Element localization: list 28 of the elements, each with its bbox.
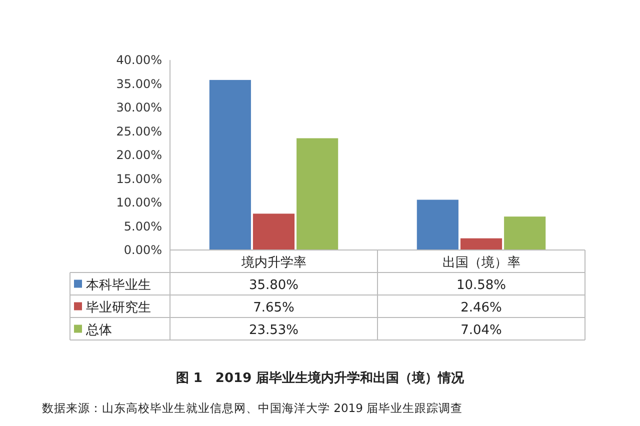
bar — [416, 200, 458, 250]
y-tick-label: 15.00% — [116, 172, 162, 186]
y-tick-label: 35.00% — [116, 76, 162, 91]
bar — [252, 214, 295, 250]
bar — [209, 80, 251, 250]
data-label: 10.58% — [456, 278, 506, 293]
y-tick-label: 20.00% — [116, 148, 162, 162]
y-tick-label: 5.00% — [124, 219, 162, 234]
y-tick-label: 30.00% — [116, 100, 162, 114]
bar — [296, 138, 338, 250]
data-label: 7.04% — [460, 322, 502, 338]
y-tick-label: 0.00% — [124, 243, 162, 257]
legend-label: 毕业研究生 — [86, 300, 151, 316]
y-tick-label: 10.00% — [116, 196, 162, 210]
y-tick-label: 40.00% — [116, 53, 162, 67]
bar — [504, 216, 546, 250]
data-label: 2.46% — [460, 300, 502, 316]
legend-label: 本科毕业生 — [86, 278, 151, 293]
data-label: 35.80% — [248, 278, 299, 293]
text: 图 1 2019 届毕业生境内升学和出国（境）情况 — [176, 370, 466, 386]
data-label: 23.53% — [248, 322, 299, 338]
x-tick-label: 境内升学率 — [240, 254, 306, 270]
bar — [460, 238, 502, 250]
x-tick-label: 出国（境）率 — [442, 254, 520, 270]
y-tick-label: 25.00% — [116, 124, 162, 138]
legend-label: 总体 — [85, 322, 112, 338]
source-note: 数据来源：山东高校毕业生就业信息网、中国海洋大学 2019 届毕业生跟踪调查 — [42, 401, 463, 415]
data-label: 7.65% — [253, 300, 294, 316]
